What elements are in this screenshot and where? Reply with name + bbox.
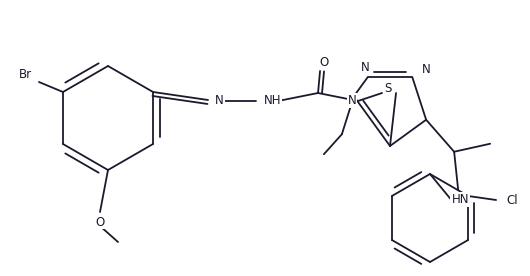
Text: N: N	[348, 94, 356, 107]
Text: O: O	[95, 216, 104, 229]
Text: N: N	[422, 63, 431, 76]
Text: O: O	[320, 57, 329, 70]
Text: N: N	[215, 94, 224, 107]
Text: NH: NH	[264, 94, 281, 107]
Text: Cl: Cl	[506, 193, 518, 206]
Text: N: N	[361, 61, 370, 74]
Text: S: S	[384, 83, 392, 95]
Text: Br: Br	[19, 68, 32, 81]
Text: HN: HN	[452, 193, 469, 206]
